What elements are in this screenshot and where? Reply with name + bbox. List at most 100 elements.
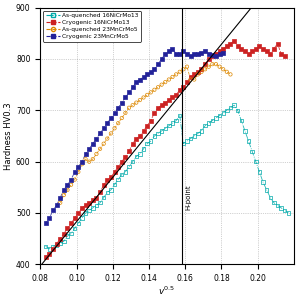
As-quenched 23MnCrMo5 <box>123 110 128 115</box>
As-quenched 16NiCrMo13 <box>275 203 280 208</box>
As-quenched 16NiCrMo13 <box>43 244 48 249</box>
As-quenched 23MnCrMo5 <box>217 64 222 69</box>
As-quenched 23MnCrMo5 <box>184 64 189 69</box>
Cryogenic 23MnCrMo5 <box>137 77 142 82</box>
Cryogenic 16NiCrMo13 <box>83 203 88 208</box>
Cryogenic 23MnCrMo5 <box>127 90 131 95</box>
As-quenched 16NiCrMo13 <box>152 134 157 138</box>
Cryogenic 23MnCrMo5 <box>108 116 113 120</box>
As-quenched 23MnCrMo5 <box>141 95 146 100</box>
As-quenched 16NiCrMo13 <box>257 169 262 174</box>
As-quenched 16NiCrMo13 <box>72 226 77 231</box>
Cryogenic 23MnCrMo5 <box>98 131 103 136</box>
Cryogenic 16NiCrMo13 <box>61 231 66 236</box>
As-quenched 16NiCrMo13 <box>177 113 182 118</box>
As-quenched 16NiCrMo13 <box>58 241 63 246</box>
As-quenched 16NiCrMo13 <box>268 195 273 200</box>
Y-axis label: Hardness HV0.3: Hardness HV0.3 <box>4 102 13 170</box>
Cryogenic 23MnCrMo5 <box>61 188 66 192</box>
As-quenched 23MnCrMo5 <box>159 82 164 87</box>
Cryogenic 23MnCrMo5 <box>112 110 117 115</box>
As-quenched 16NiCrMo13 <box>210 118 215 123</box>
Cryogenic 23MnCrMo5 <box>134 80 139 85</box>
As-quenched 23MnCrMo5 <box>58 200 63 205</box>
Cryogenic 16NiCrMo13 <box>116 164 121 169</box>
As-quenched 23MnCrMo5 <box>101 141 106 146</box>
As-quenched 16NiCrMo13 <box>83 211 88 216</box>
As-quenched 16NiCrMo13 <box>65 234 70 238</box>
As-quenched 16NiCrMo13 <box>195 131 200 136</box>
As-quenched 16NiCrMo13 <box>101 195 106 200</box>
Cryogenic 23MnCrMo5 <box>206 51 211 56</box>
As-quenched 16NiCrMo13 <box>137 151 142 156</box>
Cryogenic 23MnCrMo5 <box>65 182 70 187</box>
As-quenched 23MnCrMo5 <box>163 80 168 85</box>
Cryogenic 16NiCrMo13 <box>130 141 135 146</box>
Cryogenic 16NiCrMo13 <box>156 105 160 110</box>
As-quenched 16NiCrMo13 <box>112 182 117 187</box>
Cryogenic 16NiCrMo13 <box>51 247 55 251</box>
As-quenched 23MnCrMo5 <box>210 62 215 67</box>
As-quenched 23MnCrMo5 <box>72 177 77 182</box>
Cryogenic 16NiCrMo13 <box>101 182 106 187</box>
Cryogenic 23MnCrMo5 <box>51 208 55 213</box>
As-quenched 16NiCrMo13 <box>261 180 266 185</box>
As-quenched 16NiCrMo13 <box>239 118 244 123</box>
As-quenched 23MnCrMo5 <box>221 67 226 72</box>
Cryogenic 16NiCrMo13 <box>170 95 175 100</box>
As-quenched 23MnCrMo5 <box>108 131 113 136</box>
Cryogenic 23MnCrMo5 <box>83 151 88 156</box>
As-quenched 23MnCrMo5 <box>203 67 207 72</box>
Cryogenic 16NiCrMo13 <box>214 51 218 56</box>
Cryogenic 23MnCrMo5 <box>167 49 171 54</box>
Text: H-point: H-point <box>185 185 191 210</box>
Cryogenic 23MnCrMo5 <box>80 159 84 164</box>
Cryogenic 16NiCrMo13 <box>152 110 157 115</box>
Cryogenic 23MnCrMo5 <box>145 72 150 77</box>
Legend: As-quenched 16NiCrMo13, Cryogenic 16NiCrMo13, As-quenched 23MnCrMo5, Cryogenic 2: As-quenched 16NiCrMo13, Cryogenic 16NiCr… <box>43 11 141 42</box>
As-quenched 23MnCrMo5 <box>228 72 233 77</box>
Cryogenic 23MnCrMo5 <box>141 75 146 79</box>
Cryogenic 16NiCrMo13 <box>268 51 273 56</box>
As-quenched 23MnCrMo5 <box>177 70 182 74</box>
As-quenched 23MnCrMo5 <box>65 188 70 192</box>
As-quenched 23MnCrMo5 <box>61 193 66 197</box>
As-quenched 16NiCrMo13 <box>192 134 197 138</box>
Cryogenic 16NiCrMo13 <box>283 54 287 59</box>
As-quenched 16NiCrMo13 <box>246 139 251 144</box>
Cryogenic 23MnCrMo5 <box>210 52 215 57</box>
Cryogenic 16NiCrMo13 <box>174 92 179 97</box>
As-quenched 23MnCrMo5 <box>224 70 229 74</box>
Cryogenic 16NiCrMo13 <box>181 85 186 90</box>
Cryogenic 16NiCrMo13 <box>257 44 262 48</box>
As-quenched 16NiCrMo13 <box>108 188 113 192</box>
As-quenched 16NiCrMo13 <box>134 154 139 159</box>
Cryogenic 23MnCrMo5 <box>214 54 218 59</box>
As-quenched 16NiCrMo13 <box>141 146 146 151</box>
As-quenched 16NiCrMo13 <box>283 208 287 213</box>
Cryogenic 16NiCrMo13 <box>224 44 229 48</box>
Cryogenic 16NiCrMo13 <box>137 134 142 138</box>
Cryogenic 23MnCrMo5 <box>217 51 222 56</box>
As-quenched 16NiCrMo13 <box>98 200 103 205</box>
As-quenched 16NiCrMo13 <box>224 108 229 113</box>
X-axis label: $v^{0.5}$: $v^{0.5}$ <box>159 284 176 297</box>
Cryogenic 16NiCrMo13 <box>250 49 254 54</box>
Cryogenic 23MnCrMo5 <box>119 100 124 105</box>
As-quenched 16NiCrMo13 <box>76 221 81 226</box>
As-quenched 16NiCrMo13 <box>163 126 168 131</box>
Cryogenic 23MnCrMo5 <box>188 54 193 59</box>
Cryogenic 16NiCrMo13 <box>90 198 95 203</box>
As-quenched 23MnCrMo5 <box>80 162 84 167</box>
As-quenched 16NiCrMo13 <box>105 190 110 195</box>
As-quenched 16NiCrMo13 <box>87 208 91 213</box>
Cryogenic 23MnCrMo5 <box>43 221 48 226</box>
As-quenched 16NiCrMo13 <box>130 159 135 164</box>
Cryogenic 16NiCrMo13 <box>163 100 168 105</box>
As-quenched 23MnCrMo5 <box>137 98 142 102</box>
Cryogenic 16NiCrMo13 <box>159 103 164 107</box>
Cryogenic 23MnCrMo5 <box>148 70 153 74</box>
As-quenched 23MnCrMo5 <box>87 159 91 164</box>
As-quenched 16NiCrMo13 <box>61 239 66 244</box>
As-quenched 16NiCrMo13 <box>250 149 254 154</box>
